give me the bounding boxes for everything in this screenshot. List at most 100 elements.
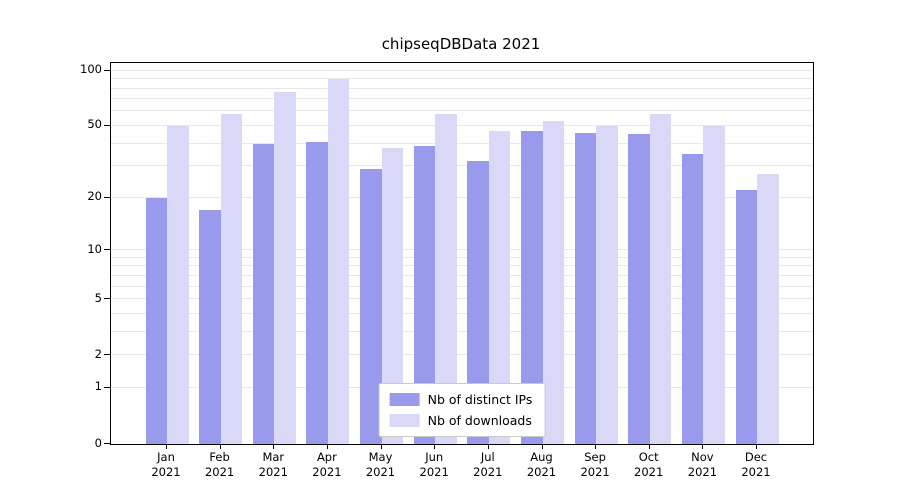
gridline (111, 285, 813, 287)
bar-downloads-jul (488, 130, 511, 444)
gridline (111, 142, 813, 144)
bar-downloads-apr (327, 79, 350, 444)
y-tick-label: 0 (94, 435, 102, 450)
y-tick-mark (104, 386, 110, 388)
x-tick-mark (648, 444, 650, 449)
x-tick-label: Dec 2021 (725, 450, 787, 480)
bar-downloads-sep (596, 125, 618, 444)
bar-downloads-oct (649, 114, 672, 444)
bar-downloads-aug (542, 121, 564, 444)
bar-downloads-feb (220, 114, 243, 444)
x-tick-label: Jun 2021 (403, 450, 465, 480)
x-tick-label-line: Sep (584, 450, 606, 464)
bar-distinct-ips-may (360, 168, 382, 444)
x-tick-mark (166, 444, 167, 449)
x-tick-label-line: May (368, 450, 393, 464)
bar-distinct-ips-oct (628, 134, 650, 444)
bar-distinct-ips-dec (735, 190, 757, 444)
x-tick-label-line: Oct (638, 450, 659, 464)
bar-distinct-ips-mar (252, 143, 275, 444)
bar-distinct-ips-jan (145, 197, 167, 444)
x-tick-label-line: 2021 (365, 465, 396, 479)
x-tick-label-line: Apr (316, 450, 337, 464)
x-tick-label: Apr 2021 (296, 450, 358, 480)
x-tick-label-line: Jan (157, 450, 175, 464)
gridlines-layer (111, 63, 813, 444)
x-tick-label-line: Nov (691, 450, 714, 464)
bar-distinct-ips-apr (306, 141, 328, 444)
y-tick-label: 100 (80, 62, 102, 77)
gridline (111, 249, 813, 250)
y-tick-label: 10 (87, 241, 102, 256)
legend-item-distinct-ips: Nb of distinct IPs (389, 392, 533, 407)
x-tick-label-line: 2021 (473, 465, 503, 479)
x-tick-mark (219, 444, 221, 449)
x-tick-mark (756, 444, 757, 449)
y-tick-label: 1 (94, 379, 102, 394)
x-tick-label-line: Jun (425, 450, 444, 464)
x-tick-label-line: 2021 (580, 465, 610, 479)
x-tick-mark (595, 444, 597, 449)
bar-downloads-jan (167, 125, 189, 444)
chart-title: chipseqDBData 2021 (381, 35, 541, 53)
x-tick-mark (541, 444, 543, 449)
legend-label-distinct-ips: Nb of distinct IPs (427, 392, 533, 407)
x-tick-mark (434, 444, 436, 449)
x-tick-mark (273, 444, 275, 449)
x-tick-label: Jul 2021 (457, 450, 519, 480)
bars-layer (111, 63, 813, 444)
gridline (111, 165, 813, 167)
y-tick-label: 2 (94, 346, 102, 361)
gridline (111, 124, 813, 126)
legend-label-downloads: Nb of downloads (427, 413, 532, 428)
x-tick-label-line: Dec (744, 450, 768, 464)
y-tick-mark (104, 443, 110, 444)
x-tick-label-line: 2021 (151, 465, 181, 479)
gridline (111, 98, 813, 100)
bar-distinct-ips-aug (521, 130, 543, 444)
x-tick-label-line: 2021 (204, 465, 235, 479)
bar-downloads-mar (274, 91, 296, 444)
y-tick-mark (104, 298, 110, 299)
x-tick-label: Jan 2021 (135, 450, 197, 480)
x-tick-mark (702, 444, 704, 449)
legend: Nb of distinct IPs Nb of downloads (378, 383, 546, 437)
y-tick-label: 20 (87, 189, 102, 204)
bar-downloads-dec (757, 174, 779, 444)
x-tick-label: Aug 2021 (511, 450, 573, 480)
bar-distinct-ips-jun (413, 145, 436, 444)
y-tick-label: 5 (94, 290, 102, 305)
x-tick-label: Nov 2021 (671, 450, 733, 480)
gridline (111, 265, 813, 267)
gridline (111, 110, 813, 112)
bar-downloads-nov (703, 125, 725, 444)
legend-item-downloads: Nb of downloads (389, 413, 533, 428)
x-tick-label-line: 2021 (634, 465, 664, 479)
gridline (111, 354, 813, 356)
x-tick-label: Feb 2021 (189, 450, 251, 480)
bar-distinct-ips-jul (467, 161, 489, 444)
y-tick-mark (104, 196, 110, 198)
gridline (111, 330, 813, 332)
bar-distinct-ips-sep (574, 132, 597, 444)
x-tick-label-line: 2021 (312, 465, 342, 479)
gridline (111, 298, 813, 299)
x-tick-label: Mar 2021 (242, 450, 304, 480)
x-tick-label-line: Jul (480, 450, 495, 464)
x-tick-label: Oct 2021 (618, 450, 680, 480)
gridline (111, 69, 813, 71)
x-tick-label-line: Mar (262, 450, 285, 464)
x-tick-label: Sep 2021 (564, 450, 626, 480)
bar-downloads-may (381, 147, 403, 444)
gridline (111, 78, 813, 80)
x-tick-label-line: Aug (530, 450, 553, 464)
x-tick-label-line: 2021 (687, 465, 718, 479)
gridline (111, 256, 813, 258)
legend-swatch-distinct-ips (389, 393, 420, 406)
x-tick-label-line: 2021 (258, 465, 288, 479)
gridline (111, 196, 813, 198)
y-tick-mark (104, 354, 110, 356)
x-tick-mark (326, 444, 328, 449)
x-tick-label-line: Feb (209, 450, 230, 464)
